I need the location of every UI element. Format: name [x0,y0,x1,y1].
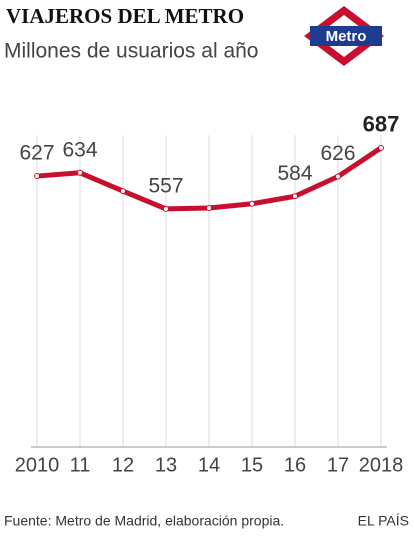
logo-band [310,26,382,46]
x-tick-label: 2018 [359,454,404,476]
x-tick-label: 14 [198,454,220,476]
data-label: 627 [19,142,54,165]
point [120,188,126,195]
point [292,193,298,200]
chart-title: VIAJEROS DEL METRO [6,4,244,28]
point [34,173,40,180]
data-label: 557 [148,174,183,197]
x-tick-label: 13 [155,454,177,476]
point [335,173,341,180]
logo-text: Metro [326,28,367,45]
data-label: 634 [62,138,97,161]
point [206,204,212,211]
point [249,200,255,207]
logo: Metro [304,6,384,66]
x-tick-label: 17 [327,454,349,476]
publisher: EL PAÍS [358,513,409,529]
data-label: 687 [363,112,400,137]
point [163,205,169,212]
x-tick-label: 2010 [15,454,60,476]
source: Fuente: Metro de Madrid, elaboración pro… [4,513,284,529]
chart-subtitle: Millones de usuarios al año [4,40,258,63]
x-tick-label: 11 [70,454,91,476]
x-tick-label: 12 [112,454,134,476]
x-tick-label: 16 [284,454,306,476]
data-label: 626 [320,142,355,165]
point [77,169,83,176]
point [378,144,384,151]
data-label: 584 [277,162,312,185]
x-tick-label: 15 [241,454,263,476]
